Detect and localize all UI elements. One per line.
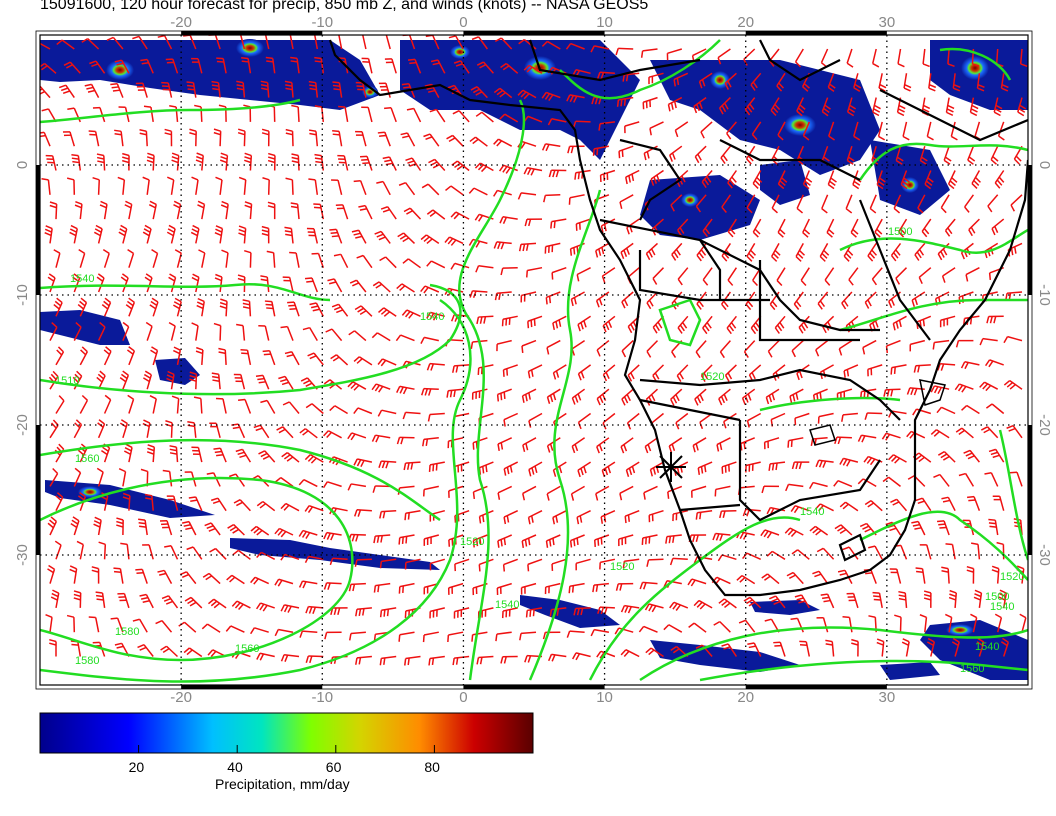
axis-ticks: [36, 31, 1032, 689]
lon-tick-label-top: 10: [596, 14, 613, 31]
contour-label: 1540: [420, 311, 444, 323]
lat-tick-label-right: -10: [1036, 284, 1053, 306]
lat-tick-label-left: -10: [14, 284, 31, 306]
coastlines: [328, 39, 1028, 597]
colorbar-tick-label: 20: [128, 759, 145, 775]
contour-label: 1520: [700, 371, 724, 383]
contour-labels: 1540 1540 1510 1560 1580 1580 1560 1540 1520 1520…: [55, 226, 1024, 675]
contour-label: 1560: [960, 663, 984, 675]
colorbar-ticks: [138, 745, 435, 753]
lon-tick-label-bottom: 30: [879, 689, 896, 706]
contour-label: 1540: [990, 601, 1014, 613]
colorbar-tick-label: 60: [325, 759, 342, 775]
contour-label: 1500: [985, 591, 1009, 603]
contour-label: 1540: [495, 599, 519, 611]
height-contours: [40, 39, 1028, 683]
contour-label: 1520: [610, 561, 634, 573]
wind-barbs: [40, 35, 1028, 666]
lat-tick-label-right: -20: [1036, 414, 1053, 436]
lat-tick-label-left: -30: [14, 544, 31, 566]
contour-label: 1540: [975, 641, 999, 653]
lon-tick-label-bottom: -10: [311, 689, 333, 706]
contour-label: 1580: [75, 655, 99, 667]
contour-label: 1560: [75, 453, 99, 465]
map-title: 15091600, 120 hour forecast for precip, …: [40, 0, 649, 13]
graticule: [40, 35, 1028, 685]
contour-label: 1560: [235, 643, 259, 655]
lon-tick-label-top: 20: [737, 14, 754, 31]
lon-tick-label-top: -10: [311, 14, 333, 31]
lat-tick-label-left: 0: [14, 161, 31, 169]
lat-tick-label-left: -20: [14, 414, 31, 436]
lon-tick-label-top: -20: [170, 14, 192, 31]
contour-label: 1520: [1000, 571, 1024, 583]
lat-tick-label-right: 0: [1036, 161, 1053, 169]
colorbar-tick-label: 80: [424, 759, 440, 775]
lon-tick-label-bottom: 0: [459, 689, 467, 706]
contour-label: 1500: [888, 226, 912, 238]
contour-label: 1540: [800, 506, 824, 518]
lon-tick-label-bottom: -20: [170, 689, 192, 706]
colorbar: [39, 712, 534, 754]
colorbar-tick-label: 40: [227, 759, 243, 775]
lat-tick-label-right: -30: [1036, 544, 1053, 566]
contour-label: 1540: [70, 273, 94, 285]
lon-tick-label-bottom: 20: [737, 689, 754, 706]
lon-tick-label-bottom: 10: [596, 689, 613, 706]
colorbar-title: Precipitation, mm/day: [215, 776, 350, 792]
lon-tick-label-top: 30: [879, 14, 896, 31]
lon-tick-label-top: 0: [459, 14, 467, 31]
axis-tick-labels: -20 -20 -10 -10 0 0 10 10 20 20 30 30 0 0 -10 -10 -20 -20…: [14, 14, 1053, 706]
contour-label: 1520: [460, 536, 484, 548]
contour-label: 1510: [55, 375, 79, 387]
contour-label: 1580: [115, 626, 139, 638]
site-marker-icon: [656, 452, 686, 482]
